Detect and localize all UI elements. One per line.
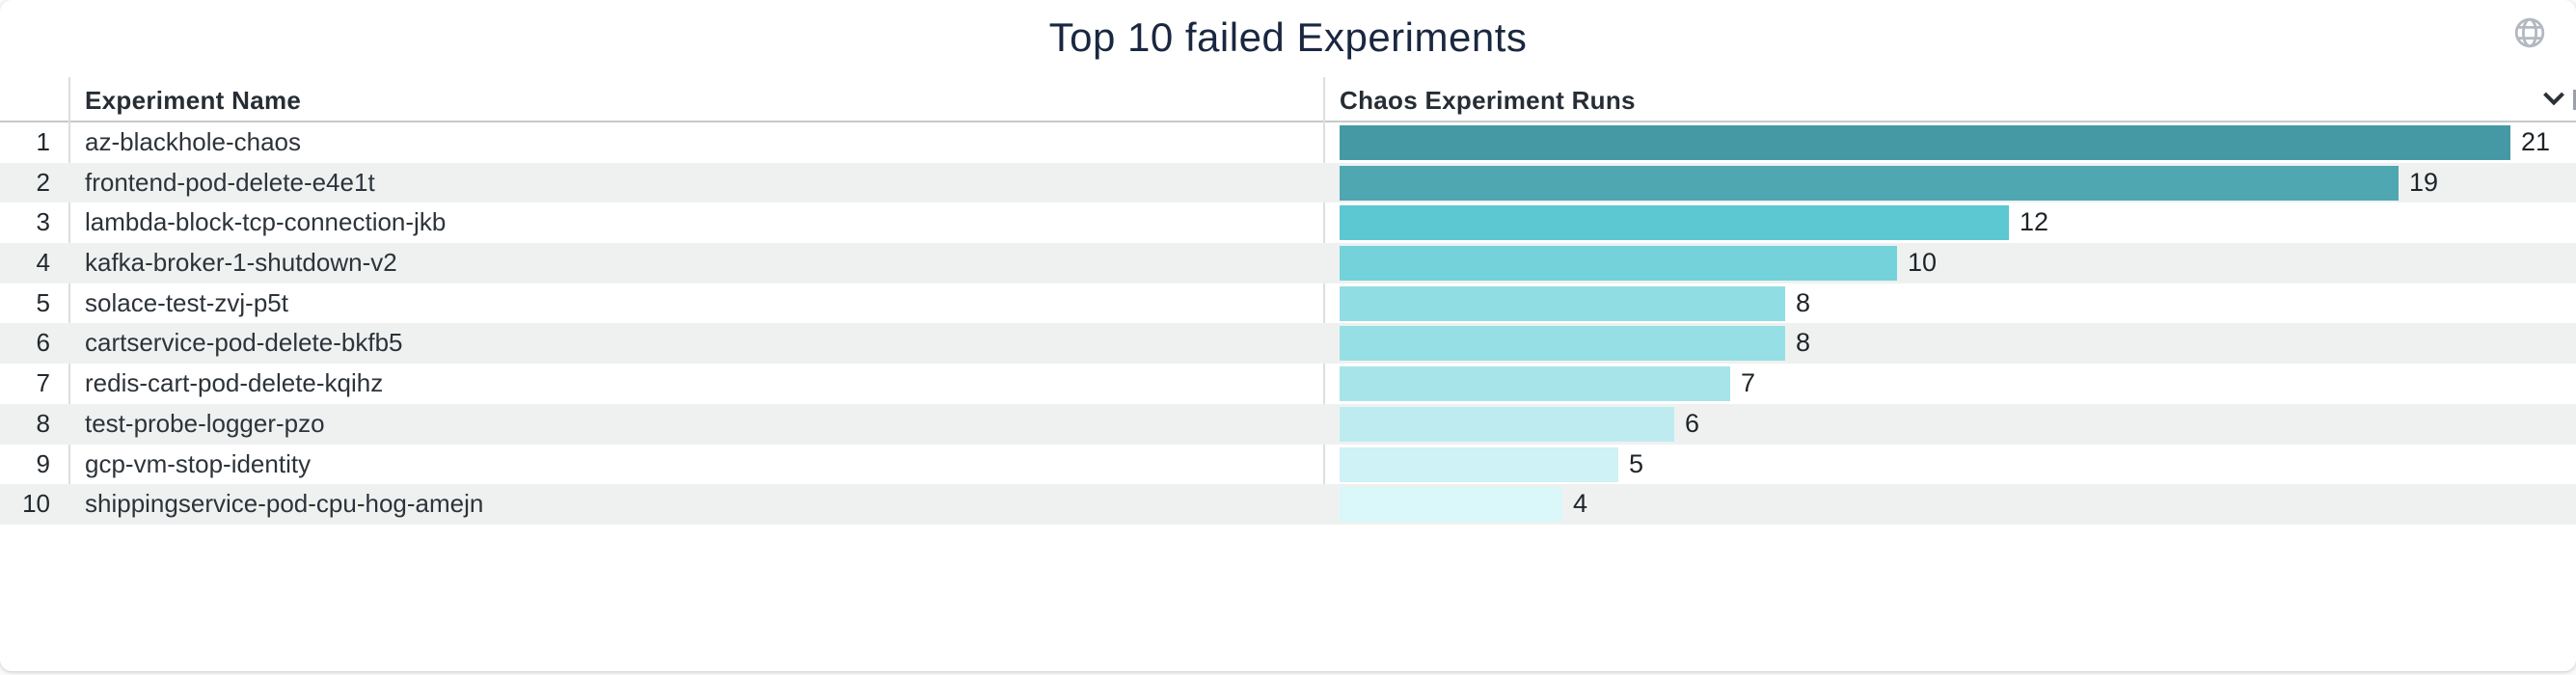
- header-divider-line: [0, 121, 2576, 122]
- table-row[interactable]: 2 frontend-pod-delete-e4e1t 19: [0, 162, 2576, 203]
- table-row[interactable]: 8 test-probe-logger-pzo 6: [0, 403, 2576, 445]
- row-rank: 5: [36, 287, 50, 317]
- experiment-runs-bar: [1340, 246, 1897, 282]
- experiment-name-cell: shippingservice-pod-cpu-hog-amejn: [85, 489, 484, 519]
- column-header-chaos-experiment-runs[interactable]: Chaos Experiment Runs: [1340, 86, 1636, 115]
- chart-title: Top 10 failed Experiments: [1048, 14, 1528, 60]
- column-header-experiment-name[interactable]: Experiment Name: [85, 86, 302, 115]
- table-rows: 1 az-blackhole-chaos 21 2 frontend-pod-d…: [0, 122, 2576, 525]
- header-right-divider: [2573, 90, 2576, 110]
- table-row[interactable]: 1 az-blackhole-chaos 21: [0, 122, 2576, 163]
- experiment-runs-bar: [1340, 205, 2009, 241]
- bar-value-label: 12: [2020, 207, 2049, 237]
- experiment-name-cell: lambda-block-tcp-connection-jkb: [85, 207, 447, 237]
- experiment-runs-bar: [1340, 285, 1785, 321]
- experiment-runs-bar: [1340, 326, 1785, 362]
- experiment-name-cell: cartservice-pod-delete-bkfb5: [85, 328, 403, 358]
- experiment-name-cell: test-probe-logger-pzo: [85, 408, 325, 438]
- table-row[interactable]: 7 redis-cart-pod-delete-kqihz 7: [0, 364, 2576, 404]
- row-rank: 1: [36, 127, 50, 156]
- table-row[interactable]: 9 gcp-vm-stop-identity 5: [0, 445, 2576, 485]
- experiment-name-cell: az-blackhole-chaos: [85, 127, 302, 156]
- experiment-runs-bar: [1340, 487, 1562, 523]
- table-row[interactable]: 10 shippingservice-pod-cpu-hog-amejn 4: [0, 484, 2576, 525]
- bar-value-label: 4: [1573, 489, 1588, 519]
- row-rank: 9: [36, 448, 50, 478]
- rank-column-divider: [68, 77, 70, 525]
- experiment-runs-bar: [1340, 165, 2399, 201]
- experiment-name-cell: redis-cart-pod-delete-kqihz: [85, 368, 384, 398]
- bar-value-label: 5: [1629, 448, 1644, 478]
- row-rank: 7: [36, 368, 50, 398]
- experiment-name-cell: frontend-pod-delete-e4e1t: [85, 167, 375, 197]
- experiment-name-cell: gcp-vm-stop-identity: [85, 448, 312, 478]
- row-rank: 4: [36, 248, 50, 278]
- row-rank: 6: [36, 328, 50, 358]
- bar-value-label: 19: [2409, 167, 2439, 197]
- experiment-runs-bar: [1340, 446, 1618, 482]
- bar-value-label: 8: [1796, 328, 1811, 358]
- row-rank: 2: [36, 167, 50, 197]
- table-row[interactable]: 4 kafka-broker-1-shutdown-v2 10: [0, 243, 2576, 284]
- experiment-runs-bar: [1340, 125, 2510, 160]
- chevron-down-icon[interactable]: [2542, 91, 2565, 106]
- experiment-runs-bar: [1340, 406, 1674, 442]
- bar-value-label: 21: [2521, 127, 2551, 156]
- experiment-runs-bar: [1340, 366, 1730, 402]
- experiment-name-cell: kafka-broker-1-shutdown-v2: [85, 248, 397, 278]
- row-rank: 3: [36, 207, 50, 237]
- bar-value-label: 6: [1685, 408, 1700, 438]
- table-row[interactable]: 5 solace-test-zvj-p5t 8: [0, 284, 2576, 324]
- globe-icon: [2514, 17, 2545, 48]
- bar-value-label: 7: [1741, 368, 1756, 398]
- row-rank: 8: [36, 408, 50, 438]
- experiment-name-cell: solace-test-zvj-p5t: [85, 287, 288, 317]
- bar-value-label: 8: [1796, 287, 1811, 317]
- row-rank: 10: [22, 489, 50, 519]
- table-row[interactable]: 3 lambda-block-tcp-connection-jkb 12: [0, 202, 2576, 243]
- bar-value-label: 10: [1908, 248, 1938, 278]
- table-row[interactable]: 6 cartservice-pod-delete-bkfb5 8: [0, 323, 2576, 364]
- bar-column-divider: [1323, 77, 1325, 525]
